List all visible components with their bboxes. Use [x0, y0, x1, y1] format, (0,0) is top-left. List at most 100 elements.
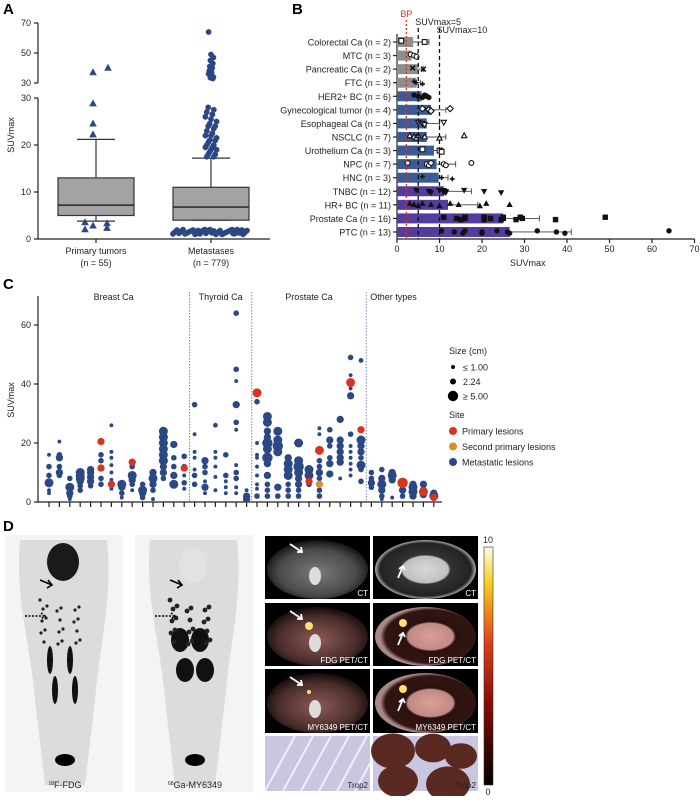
lesion-uptake	[41, 607, 45, 611]
lesion-point	[180, 464, 188, 472]
y-tick-label: 30	[21, 93, 31, 103]
lesion-point	[223, 472, 229, 479]
lesion-point	[233, 419, 239, 426]
y-axis-label: SUVmax	[6, 117, 16, 153]
lesion-uptake	[72, 620, 76, 624]
error-bar	[426, 120, 440, 127]
legend-site-label: Second primary lesions	[462, 442, 556, 452]
lesion-point	[305, 477, 313, 485]
data-point	[202, 144, 209, 151]
data-point	[419, 146, 426, 153]
tissue-streak	[336, 735, 368, 792]
body-silhouette	[18, 540, 109, 785]
lesion-point	[397, 477, 408, 489]
lesion-point	[263, 427, 272, 435]
lesion-uptake	[45, 604, 49, 608]
lesion-point	[98, 481, 104, 488]
lesion-point	[181, 453, 187, 460]
y-tick-label: 10	[21, 187, 31, 197]
y-tick-label: 50	[21, 48, 31, 58]
lesion-point	[356, 460, 366, 470]
data-point	[483, 200, 490, 206]
lesion-point	[379, 493, 385, 499]
lesion-point	[348, 467, 353, 472]
lesion-point	[264, 481, 271, 488]
lesion-point	[388, 476, 396, 484]
lesion-point	[44, 478, 54, 488]
data-point	[494, 228, 500, 234]
lesion-point	[171, 454, 177, 461]
row-label: HR+ BC (n = 11)	[325, 200, 391, 210]
lesion-point	[315, 468, 324, 477]
data-point	[210, 153, 217, 160]
lesion-point	[223, 491, 228, 496]
y-tick-label: 30	[21, 78, 31, 88]
panel-d-imaging: 18F-FDG 68Ga-MY6349 CT CT FDG PET/CT FDG PET/…	[5, 535, 494, 801]
data-point	[89, 99, 97, 107]
bar	[397, 159, 437, 170]
data-point	[419, 200, 426, 206]
y-tick-label: 20	[21, 438, 31, 448]
lesion-point	[430, 493, 438, 502]
x-axis-label: SUVmax	[510, 258, 546, 268]
lesion-point	[192, 449, 197, 454]
data-point	[462, 215, 468, 222]
arrow-icon	[289, 610, 304, 620]
legend-site-marker	[449, 442, 457, 451]
isotope-superscript: 18	[48, 781, 54, 787]
lesion-uptake	[78, 638, 82, 642]
lesion-point	[192, 467, 197, 472]
data-point	[666, 228, 672, 234]
lesion-uptake	[75, 629, 79, 633]
lesion-point	[87, 482, 94, 489]
panel-a-label: A	[3, 1, 14, 18]
image-tile-1-0: FDG PET/CT	[265, 603, 370, 666]
data-point	[420, 66, 427, 73]
kidney-uptake	[176, 658, 194, 682]
lesion-point	[255, 482, 259, 487]
lesion-point	[348, 449, 353, 454]
data-point	[89, 119, 97, 127]
dotted-arrow-icon	[155, 612, 177, 620]
lesion-uptake	[171, 639, 177, 645]
data-point	[205, 123, 212, 130]
lesion-point	[67, 475, 73, 482]
lesion-uptake	[44, 616, 48, 620]
group-label: Breast Ca	[94, 292, 134, 302]
tile-label: FDG PET/CT	[320, 656, 368, 665]
lesion-point	[346, 378, 356, 388]
data-point	[438, 228, 445, 234]
lesion-point	[46, 463, 52, 470]
lesion-point	[255, 455, 259, 460]
data-point	[203, 153, 210, 160]
lesion-point	[67, 497, 72, 501]
lesion-uptake	[60, 639, 64, 643]
lesion-point	[77, 487, 83, 494]
y-tick-label: 0	[26, 234, 31, 244]
y-axis-label: SUVmax	[6, 382, 16, 418]
dotted-arrow-icon	[25, 612, 47, 620]
row-label: HNC (n = 3)	[343, 173, 391, 183]
lesion-uptake	[187, 617, 193, 623]
lesion-point	[316, 487, 323, 494]
lesion-uptake	[169, 618, 175, 624]
kidney-ureter-uptake	[67, 646, 73, 674]
lesion-point	[348, 473, 353, 478]
lesion-point	[285, 493, 292, 499]
lesion-point	[148, 473, 158, 483]
lesion-point	[357, 442, 365, 450]
lesion-point	[255, 452, 259, 457]
tile-label: MY6349 PET/CT	[308, 723, 369, 732]
lesion-point	[98, 457, 104, 464]
row-label: Urothelium Ca (n = 3)	[305, 146, 391, 156]
kidney-uptake	[196, 658, 214, 682]
row-label: Gynecological tumor (n = 4)	[280, 105, 391, 115]
row-label: NPC (n = 7)	[343, 160, 391, 170]
bar	[397, 77, 417, 88]
lesion-point	[254, 398, 260, 405]
data-point	[506, 201, 513, 208]
lesion-point	[346, 392, 355, 400]
lesion-point	[358, 478, 364, 485]
lesion-point	[275, 493, 281, 499]
lesion-point	[379, 466, 385, 473]
